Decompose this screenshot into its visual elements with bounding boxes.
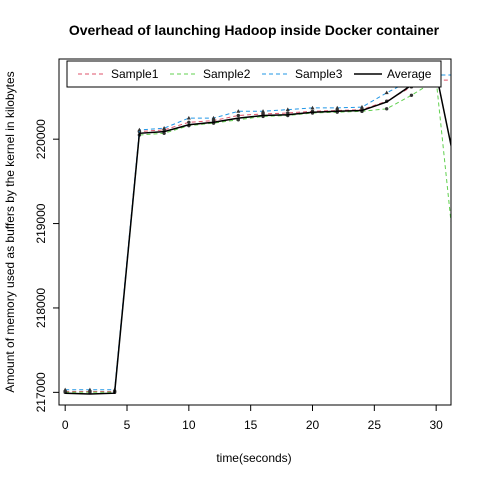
data-point-sample3 xyxy=(335,105,340,110)
data-point-sample1 xyxy=(187,120,191,124)
data-point-sample1 xyxy=(286,111,290,115)
y-tick-label: 220000 xyxy=(34,119,48,159)
data-point-sample1 xyxy=(236,113,241,118)
legend-label-average: Average xyxy=(387,67,432,81)
series-line-average xyxy=(65,72,451,395)
data-point-sample2 xyxy=(459,315,462,318)
data-point-sample3 xyxy=(63,387,68,392)
x-tick-label: 15 xyxy=(244,418,258,432)
x-axis-label: time(seconds) xyxy=(216,451,291,465)
data-point-sample2 xyxy=(88,390,92,395)
x-tick-label: 5 xyxy=(124,418,131,432)
data-point-sample1 xyxy=(459,78,462,81)
plot-area xyxy=(58,58,463,406)
y-axis-label: Amount of memory used as buffers by the … xyxy=(3,71,17,392)
legend-label-sample2: Sample2 xyxy=(203,67,251,81)
chart-title: Overhead of launching Hadoop inside Dock… xyxy=(69,22,440,38)
data-point-sample3 xyxy=(310,105,315,110)
data-point-sample3 xyxy=(359,104,364,109)
x-tick-label: 30 xyxy=(429,418,443,432)
y-tick-label: 217000 xyxy=(34,372,48,412)
data-point-sample3 xyxy=(285,107,290,112)
data-point-sample3 xyxy=(459,73,463,77)
x-axis: 0 5 10 15 20 25 30 xyxy=(62,405,443,432)
data-point-sample3 xyxy=(236,109,241,113)
data-point-sample3 xyxy=(87,387,92,392)
data-point-sample3 xyxy=(261,109,266,113)
data-point-sample3 xyxy=(162,126,167,130)
x-tick-label: 10 xyxy=(182,418,196,432)
series-line-sample3 xyxy=(65,74,451,391)
data-point-sample3 xyxy=(186,115,191,120)
y-tick-label: 219000 xyxy=(34,203,48,243)
data-point-sample2 xyxy=(162,131,166,135)
data-point-sample3 xyxy=(384,90,389,95)
series-line-sample1 xyxy=(65,79,451,392)
data-point-sample2 xyxy=(384,107,389,111)
plot-frame xyxy=(58,58,452,406)
legend: Sample1 Sample2 Sample3 Average xyxy=(66,60,442,88)
data-point-sample3 xyxy=(137,127,142,132)
y-tick-label: 218000 xyxy=(34,288,48,328)
series-line-sample2 xyxy=(65,79,451,393)
x-tick-label: 0 xyxy=(62,418,69,432)
data-point-sample2 xyxy=(409,93,414,97)
series-layer xyxy=(63,72,463,395)
y-axis: 217000 218000 219000 220000 xyxy=(34,119,59,412)
x-tick-label: 25 xyxy=(368,418,382,432)
legend-label-sample3: Sample3 xyxy=(295,67,343,81)
legend-label-sample1: Sample1 xyxy=(111,67,159,81)
data-point-sample3 xyxy=(211,115,216,120)
data-point-sample1 xyxy=(261,112,265,116)
x-tick-label: 20 xyxy=(306,418,320,432)
